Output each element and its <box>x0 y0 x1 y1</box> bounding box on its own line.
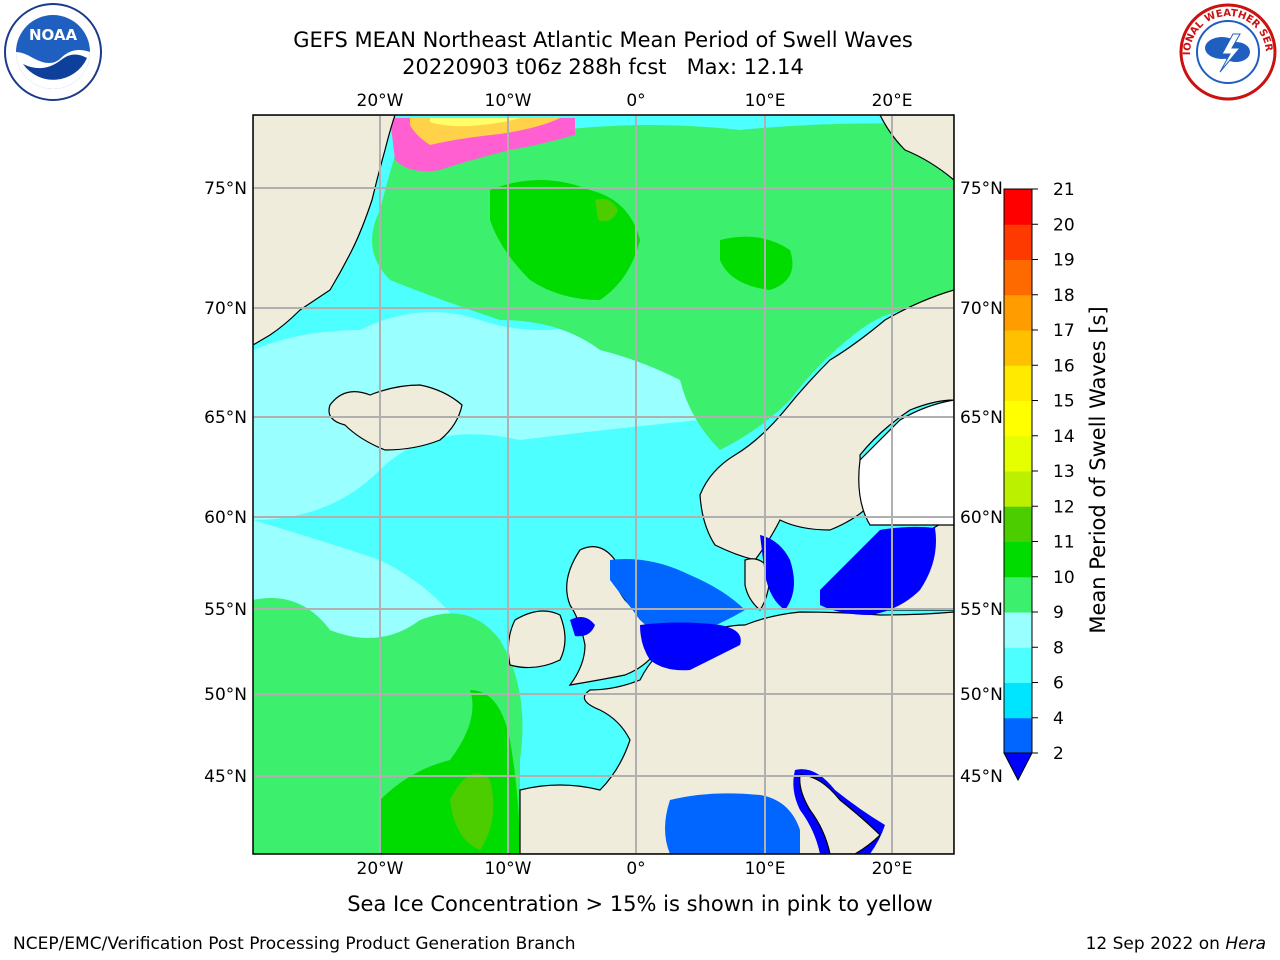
colorbar-swatch <box>1004 224 1032 260</box>
lat-label-left: 50°N <box>204 685 247 705</box>
lat-label-left: 55°N <box>204 600 247 620</box>
graticule <box>253 115 954 854</box>
lat-label-right: 55°N <box>960 600 1003 620</box>
svalbard <box>879 115 954 181</box>
colorbar-swatch <box>1004 717 1032 754</box>
lat-label-left: 70°N <box>204 299 247 319</box>
top-lon-labels: 20°W 10°W 0° 10°E 20°E <box>357 91 913 111</box>
colorbar-tick-label: 14 <box>1053 427 1075 447</box>
footer-host: Hera <box>1225 934 1266 954</box>
swell-2-4s-region <box>610 559 800 854</box>
colorbar-tick-label: 4 <box>1053 709 1064 729</box>
lon-label-top: 10°W <box>485 91 532 111</box>
colorbar-tick-label: 18 <box>1053 286 1075 306</box>
lon-label-top: 20°W <box>357 91 404 111</box>
greenland <box>253 115 396 346</box>
lon-label-bottom: 10°W <box>485 859 532 879</box>
colorbar-swatch <box>1004 435 1032 472</box>
colorbar-tick-label: 16 <box>1053 356 1075 376</box>
map-frame <box>252 114 955 855</box>
footer-date: 12 Sep 2022 on Hera <box>1086 933 1266 955</box>
land-masses <box>253 115 954 854</box>
colorbar-swatch <box>1004 541 1032 578</box>
lon-label-top: 0° <box>626 91 645 111</box>
colorbar-tick-label: 6 <box>1053 674 1064 694</box>
right-lat-labels: 75°N 70°N 65°N 60°N 55°N 50°N 45°N <box>960 179 1003 787</box>
colorbar-tick-label: 13 <box>1053 462 1075 482</box>
left-lat-labels: 75°N 70°N 65°N 60°N 55°N 50°N 45°N <box>204 179 247 787</box>
lat-label-right: 45°N <box>960 767 1003 787</box>
nws-logo: NATIONAL WEATHER SERVICE <box>1178 2 1277 101</box>
sea-ice-region <box>390 118 575 172</box>
colorbar-swatch <box>1004 330 1032 366</box>
colorbar-tick-label: 2 <box>1053 744 1064 764</box>
colorbar-tick-label: 10 <box>1053 568 1075 588</box>
bottom-lon-labels: 20°W 10°W 0° 10°E 20°E <box>357 859 913 879</box>
forecast-subtitle: 20220903 t06z 288h fcst Max: 12.14 <box>402 55 804 79</box>
colorbar-label: Mean Period of Swell Waves [s] <box>1086 306 1110 634</box>
colorbar-tick-label: 17 <box>1053 321 1075 341</box>
map-panel <box>253 115 954 854</box>
lon-label-bottom: 0° <box>626 859 645 879</box>
colorbar-tick-label: 21 <box>1053 180 1075 200</box>
lat-label-left: 45°N <box>204 767 247 787</box>
scandinavia <box>699 289 954 561</box>
lon-label-top: 20°E <box>872 91 913 111</box>
lon-label-bottom: 20°W <box>357 859 404 879</box>
colorbar-swatch <box>1004 365 1032 401</box>
ireland <box>507 610 566 669</box>
sweden-no-data <box>858 399 954 526</box>
chart-title: GEFS MEAN Northeast Atlantic Mean Period… <box>293 28 913 52</box>
lat-label-right: 75°N <box>960 179 1003 199</box>
colorbar-swatch <box>1004 400 1032 437</box>
colorbar-swatch <box>1004 294 1032 331</box>
continental-europe <box>519 611 954 854</box>
lat-label-right: 50°N <box>960 685 1003 705</box>
swell-under-2s-region <box>570 526 936 671</box>
lat-label-right: 70°N <box>960 299 1003 319</box>
colorbar-swatch <box>1004 471 1032 507</box>
lon-label-bottom: 10°E <box>745 859 786 879</box>
colorbar-swatch <box>1004 682 1032 719</box>
sea-ice-note: Sea Ice Concentration > 15% is shown in … <box>347 892 933 916</box>
noaa-logo: NOAA <box>4 3 102 101</box>
lon-label-top: 10°E <box>745 91 786 111</box>
colorbar-tick-label: 11 <box>1053 533 1075 553</box>
colorbar-tick-label: 20 <box>1053 215 1075 235</box>
lat-label-right: 65°N <box>960 408 1003 428</box>
colorbar-under-arrow <box>1003 752 1033 782</box>
lat-label-left: 60°N <box>204 508 247 528</box>
colorbar-swatch <box>1004 506 1032 542</box>
colorbar-tick-label: 19 <box>1053 251 1075 271</box>
footer-date-text: 12 Sep 2022 on <box>1085 934 1226 954</box>
lat-label-left: 75°N <box>204 179 247 199</box>
denmark <box>744 558 771 611</box>
colorbar-tick-label: 8 <box>1053 638 1064 658</box>
colorbar-swatch <box>1004 576 1032 613</box>
lat-label-left: 65°N <box>204 408 247 428</box>
lat-label-right: 60°N <box>960 508 1003 528</box>
footer-credit: NCEP/EMC/Verification Post Processing Pr… <box>13 934 576 954</box>
colorbar-swatch <box>1004 259 1032 296</box>
colorbar-tick-label: 15 <box>1053 392 1075 412</box>
lon-label-bottom: 20°E <box>872 859 913 879</box>
colorbar-tick-label: 9 <box>1053 603 1064 623</box>
colorbar-swatch <box>1004 612 1032 648</box>
italy-land <box>799 774 881 854</box>
noaa-logo-text: NOAA <box>29 26 78 44</box>
colorbar-tick-label: 12 <box>1053 497 1075 517</box>
swell-11-12s-region <box>450 198 618 850</box>
colorbar: 2 4 6 8 9 10 11 12 13 14 15 16 17 18 19 20 21 <box>1003 180 1075 782</box>
colorbar-swatch <box>1004 647 1032 683</box>
colorbar-swatch <box>1004 189 1032 225</box>
